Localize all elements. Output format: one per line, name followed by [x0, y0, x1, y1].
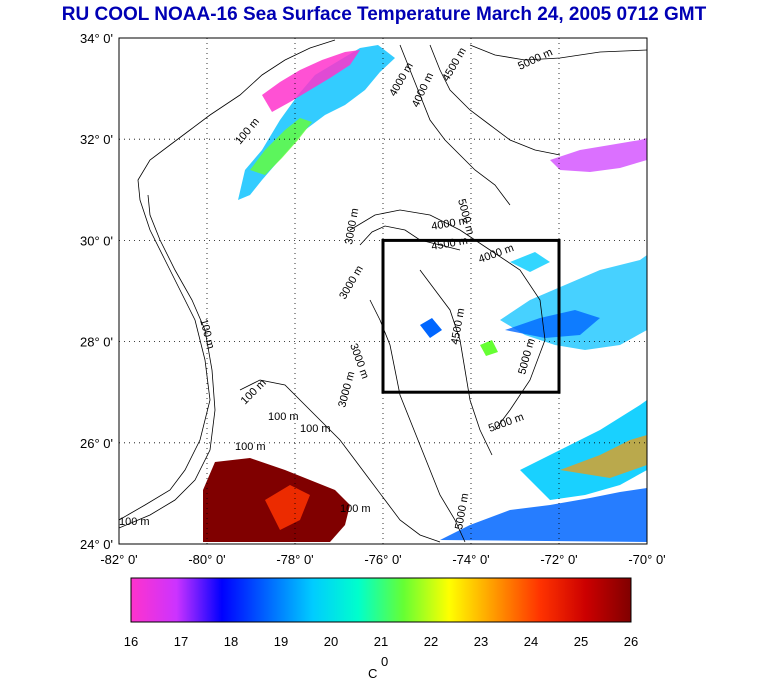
study-area-box: [381, 238, 561, 394]
contour-label: 100 m: [340, 503, 371, 515]
sst-patch-south-mid: [265, 485, 310, 530]
colorbar-tick-label: 18: [224, 634, 238, 649]
coastline: [119, 39, 647, 543]
colorbar-unit-superscript: 0: [381, 654, 388, 669]
longitude-labels: -82° 0' -80° 0' -78° 0' -76° 0' -74° 0' -72° …: [100, 552, 665, 567]
colorbar-tick-label: 26: [624, 634, 638, 649]
contour-label: 100 m: [235, 441, 266, 453]
contour-label: 3000 m: [337, 264, 366, 302]
contour-label: 4000 m: [387, 61, 416, 99]
contour-label: 4500 m: [430, 235, 468, 253]
colorbar-tick-label: 21: [374, 634, 388, 649]
colorbar-tick-label: 23: [474, 634, 488, 649]
contour-label: 3000 m: [343, 207, 361, 245]
contour-label: 100 m: [268, 411, 299, 423]
contour-label: 5000 m: [516, 46, 554, 72]
contour-label: 4500 m: [440, 46, 469, 84]
latitude-label: 28° 0': [80, 335, 113, 350]
colorbar-tick-label: 17: [174, 634, 188, 649]
contour-label: 100 m: [233, 116, 262, 147]
colorbar-gradient: [130, 577, 632, 623]
contour-label: 100 m: [300, 423, 331, 435]
sst-patch-east-2: [505, 310, 600, 338]
sst-data-layer: [203, 45, 647, 542]
map-frame: [118, 37, 648, 545]
map-title: RU COOL NOAA-16 Sea Surface Temperature …: [61, 4, 707, 25]
latitude-label: 32° 0': [80, 132, 113, 147]
colorbar-tick-label: 20: [324, 634, 338, 649]
sst-patch-east-1: [500, 255, 647, 350]
longitude-label: -80° 0': [188, 552, 225, 567]
sst-patch-east-4: [560, 435, 647, 478]
sst-patch-north-warm: [262, 50, 360, 112]
longitude-label: -70° 0': [628, 552, 665, 567]
contour-label: 4500 m: [449, 307, 467, 345]
sst-patch-box-2: [480, 340, 498, 356]
contour-label-layer: 100 m 100 m 100 m 100 m 100 m 100 m 100 …: [119, 46, 555, 531]
contour-label: 5000 m: [453, 492, 471, 530]
colorbar-unit-label: C: [368, 666, 377, 680]
contour-label: 4000 m: [410, 71, 436, 109]
latitude-labels: 34° 0' 32° 0' 30° 0' 28° 0' 26° 0' 24° 0': [80, 31, 113, 552]
contour-label: 100 m: [119, 516, 150, 528]
sst-patch-box-1: [420, 318, 442, 338]
sst-patch-box-3: [510, 252, 550, 272]
longitude-label: -74° 0': [452, 552, 489, 567]
colorbar-tick-label: 25: [574, 634, 588, 649]
temperature-colorbar: 16 17 18 19 20 21 22 23 24 25 26 C 0: [124, 577, 638, 680]
contour-label: 5000 m: [516, 337, 537, 376]
longitude-label: -82° 0': [100, 552, 137, 567]
latitude-label: 24° 0': [80, 537, 113, 552]
sst-patch-se: [440, 488, 647, 542]
sst-patch-ne: [550, 138, 647, 172]
contour-label: 100 m: [239, 377, 269, 407]
latitude-label: 26° 0': [80, 436, 113, 451]
sst-patch-north-green: [250, 118, 312, 175]
colorbar-tick-label: 24: [524, 634, 538, 649]
colorbar-tick-labels: 16 17 18 19 20 21 22 23 24 25 26: [124, 634, 638, 649]
colorbar-tick-label: 22: [424, 634, 438, 649]
colorbar-tick-label: 16: [124, 634, 138, 649]
latitude-label: 34° 0': [80, 31, 113, 46]
contour-label: 3000 m: [336, 370, 357, 409]
longitude-label: -76° 0': [364, 552, 401, 567]
longitude-label: -72° 0': [540, 552, 577, 567]
colorbar-tick-label: 19: [274, 634, 288, 649]
longitude-label: -78° 0': [276, 552, 313, 567]
latitude-label: 30° 0': [80, 233, 113, 248]
